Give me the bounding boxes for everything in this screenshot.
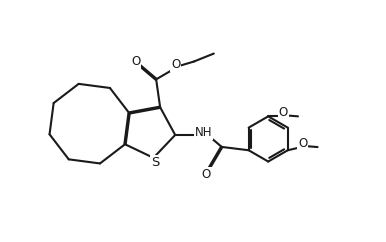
Text: O: O	[278, 106, 288, 119]
Text: O: O	[201, 168, 211, 181]
Text: S: S	[151, 156, 160, 169]
Text: O: O	[131, 55, 140, 68]
Text: O: O	[171, 58, 180, 71]
Text: NH: NH	[195, 126, 212, 139]
Text: O: O	[298, 136, 307, 150]
